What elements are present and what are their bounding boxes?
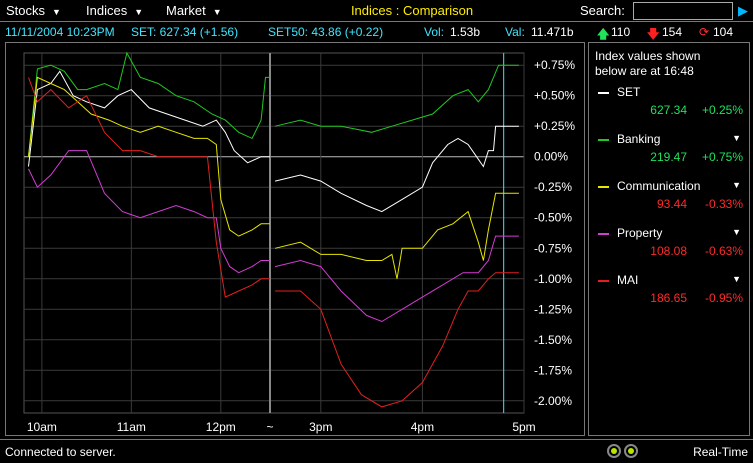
search-label: Search: (580, 3, 625, 18)
unchanged-count: 104 (713, 25, 734, 39)
advances-count: 110 (611, 25, 631, 39)
x-tick-label: 4pm (411, 420, 434, 434)
menu-market[interactable]: Market ▼ (166, 3, 222, 18)
y-tick-label: -1.00% (534, 272, 572, 286)
index-item-set: SET 627.34 +0.25% (595, 85, 745, 125)
x-tick-label: 10am (27, 420, 57, 434)
y-tick-label: -2.00% (534, 394, 572, 408)
index-value: 219.47 (650, 150, 687, 164)
index-value: 186.65 (650, 291, 687, 305)
search-go-icon[interactable]: ▶ (738, 3, 748, 18)
value-value: 11.471b (531, 25, 574, 39)
panel-note-line1: Index values shown (595, 49, 701, 63)
series-line-property (274, 235, 519, 323)
chevron-down-icon[interactable]: ▼ (732, 180, 741, 190)
legend-swatch (598, 186, 609, 188)
legend-swatch (598, 233, 609, 235)
status-bar: Connected to server. Real-Time (0, 439, 753, 463)
y-tick-label: +0.75% (534, 58, 575, 72)
index-panel: Index values shown below are at 16:48 SE… (588, 42, 750, 436)
y-tick-label: -1.50% (534, 333, 572, 347)
menu-market-label: Market (166, 3, 206, 18)
menu-stocks[interactable]: Stocks ▼ (6, 3, 61, 18)
chart-svg: +0.75% +0.50% +0.25% 0.00% -0.25% -0.50% -0.75… (23, 51, 575, 434)
legend-swatch (598, 139, 609, 141)
index-change: -0.33% (704, 197, 743, 211)
y-tick-label: -1.75% (534, 363, 572, 377)
index-item-banking: Banking ▼ 219.47 +0.75% (595, 132, 745, 172)
set-index-summary: SET: 627.34 (+1.56) (131, 25, 239, 39)
index-value: 93.44 (656, 197, 687, 211)
series-line-communication (274, 192, 519, 279)
chevron-down-icon: ▼ (212, 7, 222, 17)
search-input[interactable] (633, 2, 733, 20)
menu-bar: Stocks ▼ Indices ▼ Market ▼ Indices : Compa… (0, 0, 753, 22)
x-tick-label: ~ (266, 420, 273, 434)
index-name: Communication (617, 179, 701, 193)
plot-area (23, 52, 525, 414)
series-line-mai (275, 272, 519, 408)
index-change: +0.75% (701, 150, 743, 164)
market-summary-strip: 11/11/2004 10:23PM SET: 627.34 (+1.56) S… (0, 23, 753, 41)
window-title: Indices : Comparison (350, 3, 474, 18)
set50-index-summary: SET50: 43.86 (+0.22) (268, 25, 384, 39)
volume-label: Vol: (424, 25, 445, 39)
decline-arrow-icon: 🡇 (647, 27, 660, 41)
index-value: 108.08 (650, 244, 687, 258)
y-tick-label: +0.25% (534, 119, 575, 133)
y-tick-label: -0.25% (534, 180, 572, 194)
y-tick-label: +0.50% (534, 89, 575, 103)
series-line-set (28, 70, 270, 167)
series-line-banking (28, 51, 270, 157)
index-name: Banking (617, 132, 661, 146)
status-light-icon (624, 444, 638, 458)
index-change: -0.95% (704, 291, 743, 305)
index-item-property: Property ▼ 108.08 -0.63% (595, 226, 745, 266)
y-tick-label: -0.50% (534, 211, 572, 225)
datetime: 11/11/2004 10:23PM (5, 25, 115, 39)
panel-note-line2: below are at 16:48 (595, 64, 694, 78)
series-line-communication (28, 76, 270, 237)
menu-stocks-label: Stocks (6, 3, 46, 18)
advance-arrow-icon: 🡅 (597, 27, 610, 41)
index-change: -0.63% (704, 244, 743, 258)
value-label: Val: (505, 25, 525, 39)
chevron-down-icon[interactable]: ▼ (732, 133, 741, 143)
series-line-banking (274, 64, 519, 133)
y-tick-label: -1.25% (534, 302, 572, 316)
index-change: +0.25% (701, 103, 743, 117)
series-line-set (274, 125, 519, 213)
legend-swatch (598, 280, 609, 282)
chevron-down-icon: ▼ (134, 7, 144, 17)
unchanged-cycle-icon: ⟳ (699, 25, 710, 39)
index-value: 627.34 (650, 103, 687, 117)
index-item-mai: MAI ▼ 186.65 -0.95% (595, 273, 745, 313)
x-tick-label: 3pm (309, 420, 332, 434)
y-tick-label: -0.75% (534, 241, 572, 255)
index-name: MAI (617, 273, 639, 287)
series-line-mai (28, 77, 270, 298)
volume-value: 1.53b (450, 25, 481, 39)
chevron-down-icon[interactable]: ▼ (732, 274, 741, 284)
y-tick-label: 0.00% (534, 150, 568, 164)
menu-indices-label: Indices (86, 3, 128, 18)
index-name: SET (617, 85, 641, 99)
declines-count: 154 (662, 25, 683, 39)
realtime-label: Real-Time (693, 445, 748, 459)
comparison-chart[interactable]: +0.75% +0.50% +0.25% 0.00% -0.25% -0.50% -0.75… (5, 42, 585, 436)
x-tick-label: 12pm (206, 420, 236, 434)
chevron-down-icon[interactable]: ▼ (732, 227, 741, 237)
index-name: Property (617, 226, 663, 240)
status-light-icon (607, 444, 621, 458)
chevron-down-icon: ▼ (52, 7, 61, 17)
legend-swatch (598, 92, 609, 94)
x-tick-label: 5pm (512, 420, 535, 434)
connection-status: Connected to server. (5, 445, 116, 459)
index-item-communication: Communication ▼ 93.44 -0.33% (595, 179, 745, 219)
menu-indices[interactable]: Indices ▼ (86, 3, 143, 18)
series-line-property (28, 150, 270, 274)
x-tick-label: 11am (117, 420, 146, 434)
